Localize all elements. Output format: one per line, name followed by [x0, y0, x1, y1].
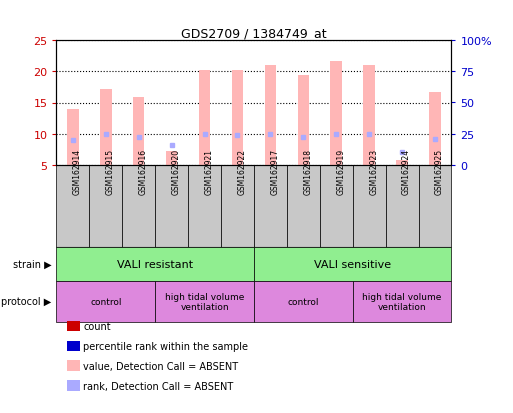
- Text: rank, Detection Call = ABSENT: rank, Detection Call = ABSENT: [83, 381, 233, 391]
- Text: GSM162917: GSM162917: [270, 149, 280, 195]
- Bar: [419, 165, 451, 248]
- Bar: [363, 66, 375, 165]
- Bar: [386, 165, 419, 248]
- Text: GSM162915: GSM162915: [106, 149, 115, 195]
- Bar: [221, 165, 254, 248]
- Bar: [353, 165, 386, 248]
- Bar: [166, 152, 177, 165]
- Bar: [330, 62, 342, 165]
- Text: high tidal volume
ventilation: high tidal volume ventilation: [362, 292, 442, 311]
- Text: control: control: [90, 297, 122, 306]
- Bar: [429, 93, 441, 165]
- Text: high tidal volume
ventilation: high tidal volume ventilation: [165, 292, 244, 311]
- Text: control: control: [288, 297, 319, 306]
- Bar: [287, 165, 320, 248]
- Text: GSM162914: GSM162914: [73, 149, 82, 195]
- Bar: [122, 165, 155, 248]
- Bar: [133, 97, 145, 165]
- Bar: [89, 165, 122, 248]
- Text: value, Detection Call = ABSENT: value, Detection Call = ABSENT: [83, 361, 238, 371]
- Text: GSM162922: GSM162922: [238, 149, 246, 195]
- Bar: [199, 70, 210, 165]
- Bar: [298, 76, 309, 165]
- Bar: [67, 109, 78, 165]
- Bar: [56, 248, 254, 281]
- Text: GSM162918: GSM162918: [303, 149, 312, 195]
- Text: GSM162916: GSM162916: [139, 149, 148, 195]
- Bar: [56, 281, 155, 322]
- Bar: [155, 165, 188, 248]
- Bar: [56, 165, 89, 248]
- Text: GSM162924: GSM162924: [402, 149, 411, 195]
- Bar: [397, 160, 408, 165]
- Bar: [320, 165, 353, 248]
- Bar: [254, 248, 451, 281]
- Text: GSM162923: GSM162923: [369, 149, 378, 195]
- Bar: [254, 165, 287, 248]
- Title: GDS2709 / 1384749_at: GDS2709 / 1384749_at: [181, 27, 327, 40]
- Text: VALI sensitive: VALI sensitive: [314, 259, 391, 269]
- Bar: [353, 281, 451, 322]
- Text: GSM162920: GSM162920: [172, 149, 181, 195]
- Text: protocol ▶: protocol ▶: [1, 297, 51, 306]
- Bar: [100, 90, 111, 165]
- Bar: [232, 71, 243, 165]
- Text: VALI resistant: VALI resistant: [117, 259, 193, 269]
- Bar: [254, 281, 353, 322]
- Text: percentile rank within the sample: percentile rank within the sample: [83, 341, 248, 351]
- Text: GSM162921: GSM162921: [205, 149, 213, 195]
- Text: GSM162925: GSM162925: [435, 149, 444, 195]
- Bar: [155, 281, 254, 322]
- Bar: [265, 66, 276, 165]
- Text: GSM162919: GSM162919: [336, 149, 345, 195]
- Text: strain ▶: strain ▶: [13, 259, 51, 269]
- Text: count: count: [83, 321, 111, 331]
- Bar: [188, 165, 221, 248]
